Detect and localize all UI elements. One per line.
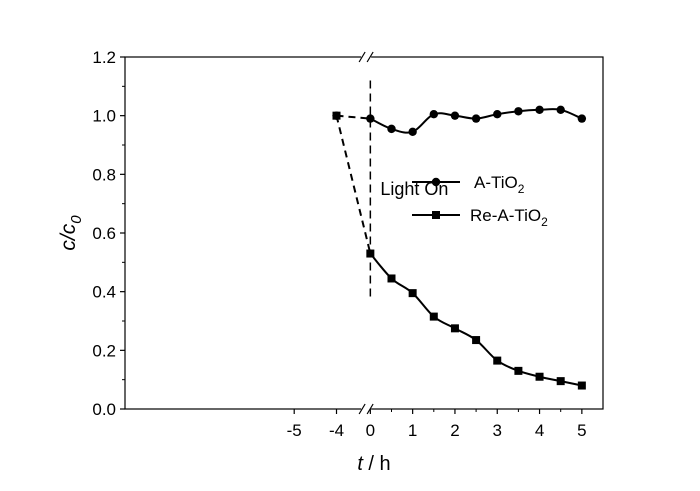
- x-tick-label: 3: [493, 421, 502, 440]
- data-point-a-tio2: [366, 114, 375, 123]
- data-point-a-tio2: [577, 114, 587, 123]
- axis-ticks: [120, 56, 583, 414]
- x-tick-label: 0: [366, 421, 375, 440]
- data-point-re-a-tio2: [535, 372, 544, 381]
- data-point-a-tio2: [408, 127, 417, 136]
- series-re-a-tio2-dark-segment: [335, 115, 372, 254]
- y-tick-label: 1.2: [92, 48, 116, 67]
- y-tick-label: 1.0: [92, 107, 116, 126]
- data-point-re-a-tio2: [514, 366, 523, 375]
- series-layer: [332, 105, 587, 390]
- y-tick-label: 0.4: [92, 283, 116, 302]
- light-on-label: Light On: [380, 179, 448, 199]
- data-point-a-tio2: [387, 124, 396, 134]
- x-tick-label: -5: [287, 421, 302, 440]
- axis-titles: t / h c/c0: [57, 215, 391, 475]
- axis-break-gap-bottom: [361, 405, 372, 413]
- series-a-tio2-dark-segment: [336, 114, 371, 120]
- axis-break-gap-top: [361, 53, 372, 61]
- legend-label-re-a-tio2: Re-A-TiO2: [470, 206, 548, 229]
- axis-break-mark: [366, 51, 374, 63]
- data-point-a-tio2: [429, 110, 438, 119]
- series-re-a-tio2-line: [369, 252, 583, 387]
- tick-labels: 0.0 0.2 0.4 0.6 0.8 1.0 1.2 -5 -4 0 1 2 3 4 5: [92, 48, 586, 440]
- data-point-re-a-tio2: [556, 377, 565, 386]
- x-tick-label: 1: [408, 421, 417, 440]
- data-point-a-tio2: [493, 110, 502, 119]
- y-tick-label: 0.2: [92, 341, 116, 360]
- data-point-a-tio2: [535, 105, 544, 115]
- data-point-a-tio2: [514, 107, 523, 116]
- data-point-re-a-tio2: [493, 356, 502, 365]
- y-tick-label: 0.0: [92, 400, 116, 419]
- data-point-re-a-tio2: [332, 111, 341, 120]
- y-tick-label: 0.6: [92, 224, 116, 243]
- x-tick-label: 4: [535, 421, 544, 440]
- legend: A-TiO2 Re-A-TiO2: [412, 173, 548, 229]
- data-point-re-a-tio2: [387, 274, 396, 283]
- plot-frame: [124, 51, 604, 415]
- x-tick-label: 5: [577, 421, 586, 440]
- legend-label-a-tio2: A-TiO2: [474, 173, 525, 196]
- data-point-re-a-tio2: [577, 381, 586, 390]
- data-point-a-tio2: [450, 111, 460, 120]
- data-point-a-tio2: [556, 105, 565, 115]
- axis-break-mark: [358, 403, 366, 415]
- data-point-re-a-tio2: [450, 324, 459, 333]
- annotation-layer: Light On: [369, 80, 448, 301]
- data-point-re-a-tio2: [408, 289, 417, 298]
- data-point-re-a-tio2: [429, 312, 438, 321]
- y-tick-label: 0.8: [92, 165, 116, 184]
- legend-marker-a-tio2: [431, 177, 441, 187]
- data-point-re-a-tio2: [472, 336, 481, 345]
- axis-break-mark: [358, 51, 366, 63]
- legend-marker-re-a-tio2: [432, 211, 440, 219]
- x-tick-label: 2: [450, 421, 459, 440]
- x-axis-title: t / h: [357, 453, 390, 475]
- x-tick-label: -4: [329, 421, 344, 440]
- data-point-a-tio2: [471, 114, 481, 123]
- y-axis-title: c/c0: [57, 215, 85, 251]
